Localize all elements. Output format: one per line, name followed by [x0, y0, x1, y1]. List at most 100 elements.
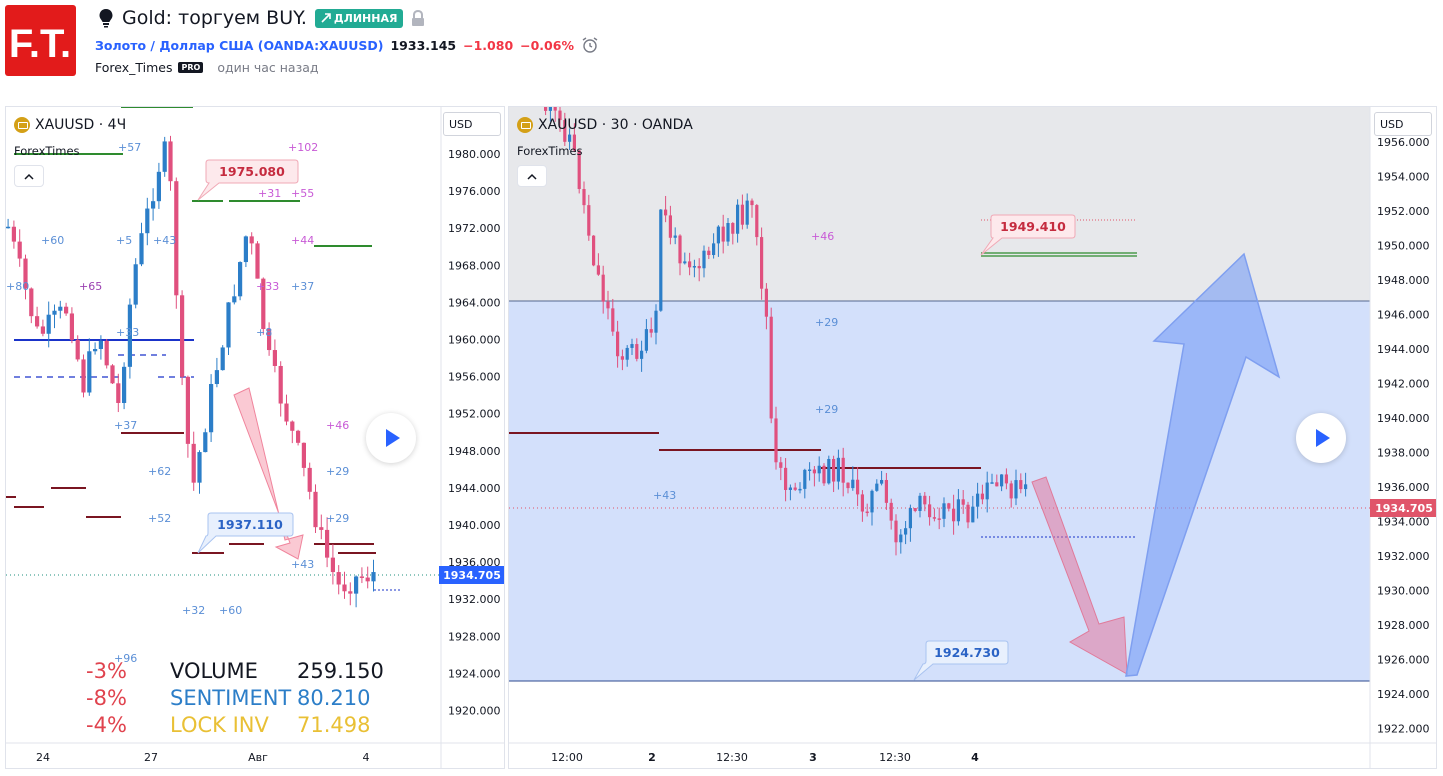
candle-body — [330, 557, 335, 573]
right-callout-low[interactable]: 1924.730 — [913, 640, 1009, 681]
price-tick: 1930.000 — [1377, 585, 1430, 598]
stats-pct: -4% — [86, 712, 127, 737]
candle-body — [249, 236, 254, 244]
annotation: +31 — [258, 187, 281, 200]
candle-body — [116, 383, 121, 403]
price-tick: 1928.000 — [1377, 619, 1430, 632]
left-candles[interactable] — [6, 135, 376, 608]
candle-body — [336, 572, 341, 585]
time-tick: 3 — [809, 751, 817, 764]
right-candles[interactable] — [544, 107, 1028, 556]
candle-body — [209, 384, 214, 433]
left-callout-high[interactable]: 1975.080 — [197, 159, 299, 201]
candle-body — [162, 141, 167, 172]
candle-body — [139, 233, 144, 265]
candle-body — [319, 527, 324, 530]
right-up-arrow[interactable] — [1125, 252, 1281, 677]
candle-body — [851, 479, 855, 489]
candle-body — [296, 430, 301, 443]
right-chart-pane[interactable]: +46 +29 +29 +43 1949.410 1924.730 1956.0… — [508, 106, 1437, 769]
price-tick: 1932.000 — [1377, 550, 1430, 563]
candle-body — [255, 243, 260, 279]
annotation: +102 — [288, 141, 318, 154]
stats-label: SENTIMENT — [170, 685, 292, 710]
candle-body — [592, 235, 596, 266]
left-chart-symbol-label[interactable]: XAUUSD · 4Ч — [14, 117, 126, 133]
candle-body — [267, 329, 272, 351]
candle-body — [808, 469, 812, 471]
candle-body — [966, 504, 970, 523]
candle-body — [894, 520, 898, 543]
price-tick: 1960.000 — [448, 334, 501, 347]
left-collapse-button[interactable] — [14, 165, 44, 187]
candle-body — [11, 226, 16, 242]
candle-body — [1000, 474, 1004, 487]
price-tick: 1968.000 — [448, 259, 501, 272]
right-chart-title: XAUUSD · 30 · OANDA — [538, 117, 693, 133]
callout-label: 1937.110 — [217, 517, 283, 532]
candle-body — [203, 432, 208, 453]
right-play-button[interactable] — [1296, 413, 1346, 463]
candle-body — [841, 457, 845, 483]
right-chart-symbol-label[interactable]: XAUUSD · 30 · OANDA — [517, 117, 693, 133]
right-time-axis[interactable]: 12:00 2 12:30 3 12:30 4 — [551, 751, 979, 764]
price-change-percent: −0.06% — [520, 37, 574, 53]
forex-times-logo[interactable]: F.T. — [5, 5, 76, 76]
candle-body — [606, 301, 610, 309]
candle-body — [98, 340, 103, 349]
candle-body — [740, 204, 744, 225]
candle-body — [664, 209, 668, 216]
candle-body — [151, 201, 156, 209]
right-down-arrow[interactable] — [1031, 476, 1128, 675]
left-chart-canvas[interactable]: +57 +102 +55 +31 +44 +60 +5 +43 +80 +65 … — [6, 107, 505, 769]
right-chart-canvas[interactable]: +46 +29 +29 +43 1949.410 1924.730 1956.0… — [509, 107, 1437, 769]
lock-icon — [412, 9, 425, 26]
stats-value: 71.498 — [297, 712, 371, 737]
left-price-axis[interactable]: 1980.000 1976.000 1972.000 1968.000 1964.000… — [448, 148, 501, 718]
left-callout-low[interactable]: 1937.110 — [197, 512, 294, 554]
right-price-axis[interactable]: 1956.000 1954.000 1952.000 1950.000 1948.000… — [1377, 136, 1430, 736]
stats-block: -3% VOLUME 259.150 -8% SENTIMENT 80.210 … — [86, 657, 384, 738]
candle-body — [572, 134, 576, 151]
right-currency-selector[interactable]: USD — [1374, 112, 1432, 136]
annotation: +43 — [153, 234, 176, 247]
candle-body — [908, 508, 912, 529]
left-chart-pane[interactable]: +57 +102 +55 +31 +44 +60 +5 +43 +80 +65 … — [5, 106, 505, 769]
play-icon — [386, 429, 400, 447]
annotation: +65 — [79, 280, 102, 293]
pro-badge: PRO — [178, 62, 204, 73]
annotation: +33 — [256, 280, 279, 293]
candle-body — [822, 465, 826, 484]
candle-body — [145, 208, 150, 234]
candle-body — [673, 235, 677, 238]
annotation: +37 — [114, 419, 137, 432]
candle-body — [918, 495, 922, 511]
candle-body — [678, 235, 682, 264]
left-currency-selector[interactable]: USD — [443, 112, 501, 136]
idea-title-row: Gold: торгуем BUY. ДЛИННАЯ — [98, 7, 425, 29]
author-line: Forex_Times PRO один час назад — [95, 60, 319, 75]
left-play-button[interactable] — [366, 413, 416, 463]
alarm-icon[interactable] — [581, 36, 599, 54]
annotation: +8 — [256, 326, 272, 339]
candle-body — [156, 171, 161, 202]
right-collapse-button[interactable] — [517, 165, 547, 187]
time-tick: 12:30 — [879, 751, 911, 764]
candle-body — [697, 266, 701, 269]
left-level-lines[interactable] — [6, 107, 401, 591]
candle-body — [168, 141, 173, 182]
annotation: +60 — [41, 234, 64, 247]
left-time-axis[interactable]: 24 27 Авг 4 — [36, 751, 370, 764]
candle-body — [1024, 484, 1028, 490]
stats-value: 80.210 — [297, 685, 371, 710]
candle-body — [932, 517, 936, 519]
right-callout-high[interactable]: 1949.410 — [980, 214, 1076, 256]
candle-body — [635, 344, 639, 359]
symbol-link[interactable]: Золото / Доллар США (OANDA:XAUUSD) — [95, 38, 383, 53]
candle-body — [568, 134, 572, 142]
left-down-arrow[interactable] — [233, 387, 304, 560]
annotation: +37 — [291, 280, 314, 293]
candle-body — [712, 243, 716, 256]
candle-body — [630, 344, 634, 348]
author-name[interactable]: Forex_Times — [95, 60, 173, 75]
